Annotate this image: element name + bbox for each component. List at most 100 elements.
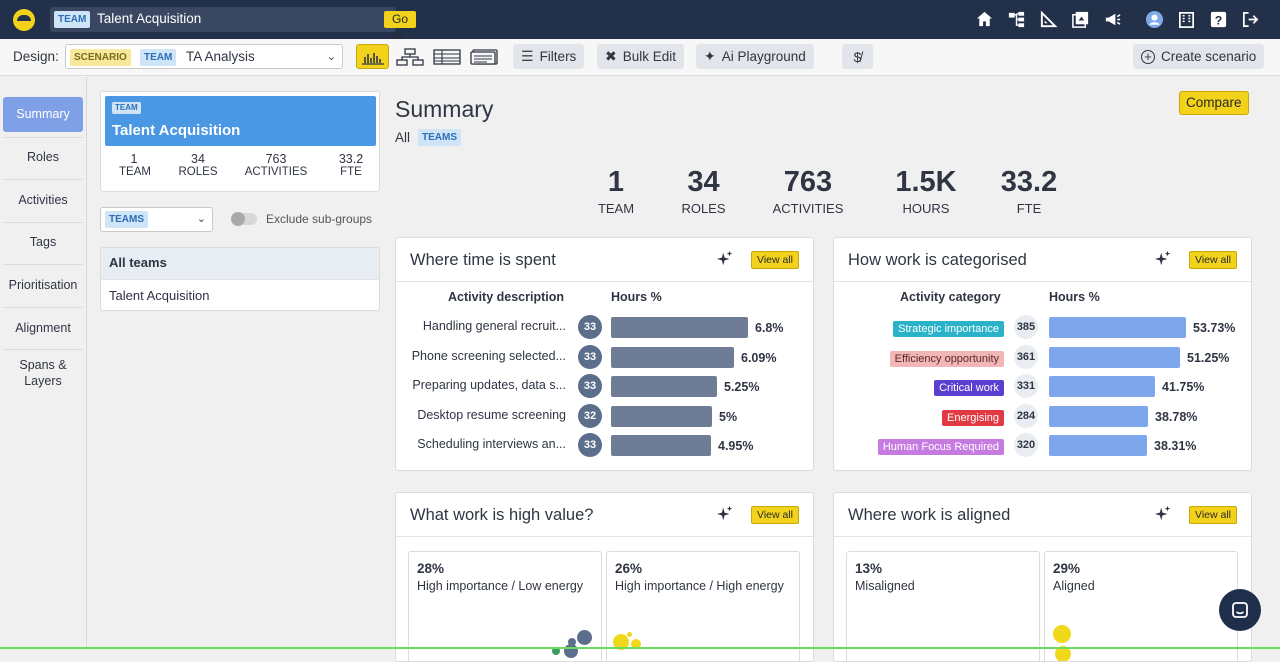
- role-count-badge: 33: [578, 433, 602, 457]
- view-all-button[interactable]: View all: [1189, 506, 1237, 524]
- category-chip-holder: Human Focus Required: [877, 437, 1004, 455]
- teams-filter-dropdown[interactable]: TEAMS ⌄: [100, 207, 213, 232]
- category-chip: Critical work: [934, 380, 1004, 396]
- time-spent-row[interactable]: Scheduling interviews an... 33 4.95%: [396, 431, 813, 461]
- hours-percent: 6.09%: [741, 350, 777, 365]
- quadrant-cell[interactable]: 26% High importance / High energy: [606, 551, 800, 661]
- user-avatar-icon[interactable]: [1138, 0, 1170, 39]
- megaphone-icon[interactable]: [1096, 0, 1128, 39]
- category-row[interactable]: Energising 284 38.78%: [834, 402, 1251, 432]
- team-selector[interactable]: TEAM Talent Acquisition Go to ⌄: [50, 7, 417, 60]
- sidebar-item-prioritisation[interactable]: Prioritisation: [8, 278, 78, 292]
- time-spent-row[interactable]: Preparing updates, data s... 33 5.25%: [396, 372, 813, 402]
- goto-button[interactable]: Go to ⌄: [384, 11, 417, 60]
- sidebar-item-alignment[interactable]: Alignment: [15, 321, 71, 335]
- help-icon[interactable]: ?: [1202, 0, 1234, 39]
- scenario-tag: SCENARIO: [70, 49, 131, 66]
- chart-view-button[interactable]: [356, 44, 389, 69]
- card-header: What work is high value? View all: [396, 493, 813, 537]
- team-stat: 33.2 FTE: [338, 152, 364, 178]
- ai-sparkle-icon[interactable]: [1154, 250, 1172, 268]
- create-scenario-button[interactable]: + Create scenario: [1133, 44, 1265, 69]
- chat-launcher-button[interactable]: [1219, 589, 1261, 631]
- time-spent-row[interactable]: Phone screening selected... 33 6.09%: [396, 343, 813, 373]
- category-chip-holder: Strategic importance: [893, 319, 1004, 337]
- team-card-header: TEAM Talent Acquisition: [105, 96, 376, 146]
- app-logo[interactable]: [13, 9, 35, 31]
- building-icon[interactable]: [1170, 0, 1202, 39]
- list-view-button[interactable]: [467, 44, 500, 69]
- activity-count-badge: 385: [1014, 315, 1038, 339]
- divider: [3, 222, 83, 223]
- quadrant-cell[interactable]: 28% High importance / Low energy: [408, 551, 602, 661]
- hours-percent: 5.25%: [724, 380, 760, 394]
- org-chart-icon[interactable]: [1000, 0, 1032, 39]
- hours-bar: [611, 435, 711, 456]
- bulk-edit-label: Bulk Edit: [622, 49, 677, 64]
- currency-toggle-button[interactable]: $̸: [842, 44, 873, 69]
- logout-icon[interactable]: [1234, 0, 1266, 39]
- design-selector[interactable]: SCENARIO TEAM TA Analysis ⌄: [65, 44, 343, 69]
- alignment-percent: 13%: [855, 561, 883, 576]
- team-list-item[interactable]: Talent Acquisition: [101, 279, 379, 310]
- bar-chart-icon: [361, 52, 384, 65]
- filter-icon: ☰: [521, 48, 534, 64]
- ai-sparkle-icon[interactable]: [1154, 505, 1172, 523]
- team-card[interactable]: TEAM Talent Acquisition 1 TEAM 34 ROLES 76…: [100, 91, 380, 192]
- compare-button[interactable]: Compare: [1179, 91, 1249, 115]
- ai-sparkle-icon[interactable]: [716, 250, 734, 268]
- category-chip: Energising: [942, 409, 1004, 426]
- chevron-down-icon: ⌄: [326, 51, 336, 63]
- ruler-icon[interactable]: [1032, 0, 1064, 39]
- filters-label: Filters: [539, 49, 577, 64]
- team-name: Talent Acquisition: [97, 11, 202, 26]
- table-view-button[interactable]: [430, 44, 463, 69]
- hours-bar: [1049, 317, 1186, 338]
- hours-bar: [611, 346, 734, 368]
- column-header: Hours %: [1049, 290, 1100, 304]
- time-spent-row[interactable]: Handling general recruit... 33 6.8%: [396, 313, 813, 343]
- sidebar-item-summary[interactable]: Summary: [3, 97, 83, 132]
- bubble: [613, 634, 629, 650]
- sidebar-item-tags[interactable]: Tags: [29, 235, 57, 249]
- category-row[interactable]: Human Focus Required 320 38.31%: [834, 431, 1251, 461]
- card-title: Where work is aligned: [848, 506, 1011, 524]
- home-icon[interactable]: [968, 0, 1000, 39]
- summary-stat: 1 TEAM: [597, 166, 635, 216]
- category-row[interactable]: Critical work 331 41.75%: [834, 372, 1251, 402]
- card-title: What work is high value?: [410, 506, 594, 524]
- sidebar-item-spans-layers[interactable]: Spans & Layers: [3, 357, 83, 389]
- role-count-badge: 33: [578, 315, 602, 339]
- ai-playground-button[interactable]: ✦ Ai Playground: [696, 44, 814, 69]
- hours-percent: 38.31%: [1154, 439, 1197, 453]
- bulk-edit-button[interactable]: ✖ Bulk Edit: [597, 44, 685, 69]
- bubble: [627, 632, 632, 637]
- activity-label: Desktop resume screening: [417, 407, 566, 422]
- activity-label: Preparing updates, data s...: [412, 378, 566, 392]
- hierarchy-view-button[interactable]: [393, 44, 426, 69]
- alignment-cell[interactable]: 29% Aligned: [1044, 551, 1238, 661]
- category-row[interactable]: Strategic importance 385 53.73%: [834, 313, 1251, 343]
- gallery-icon[interactable]: [1064, 0, 1096, 39]
- time-spent-row[interactable]: Desktop resume screening 32 5%: [396, 402, 813, 432]
- role-count-badge: 33: [578, 344, 602, 369]
- view-all-button[interactable]: View all: [751, 251, 799, 269]
- sidebar-item-activities[interactable]: Activities: [18, 193, 68, 207]
- team-stat: 1 TEAM: [119, 152, 151, 178]
- exclude-subgroups-toggle[interactable]: [231, 212, 257, 226]
- sidebar-item-roles[interactable]: Roles: [27, 150, 59, 164]
- ai-sparkle-icon[interactable]: [716, 505, 734, 523]
- alignment-cell[interactable]: 13% Misaligned: [846, 551, 1040, 661]
- view-all-button[interactable]: View all: [751, 506, 799, 524]
- design-name: TA Analysis: [186, 49, 255, 64]
- svg-text:?: ?: [1214, 13, 1222, 27]
- hours-percent: 6.8%: [755, 321, 784, 335]
- view-all-button[interactable]: View all: [1189, 251, 1237, 269]
- category-row[interactable]: Efficiency opportunity 361 51.25%: [834, 343, 1251, 373]
- filters-button[interactable]: ☰ Filters: [513, 44, 585, 69]
- focus-outline: [0, 647, 1280, 649]
- hierarchy-icon: [395, 47, 424, 66]
- create-scenario-label: Create scenario: [1161, 49, 1257, 64]
- team-list-all[interactable]: All teams: [101, 248, 379, 279]
- team-card-name: Talent Acquisition: [112, 122, 241, 139]
